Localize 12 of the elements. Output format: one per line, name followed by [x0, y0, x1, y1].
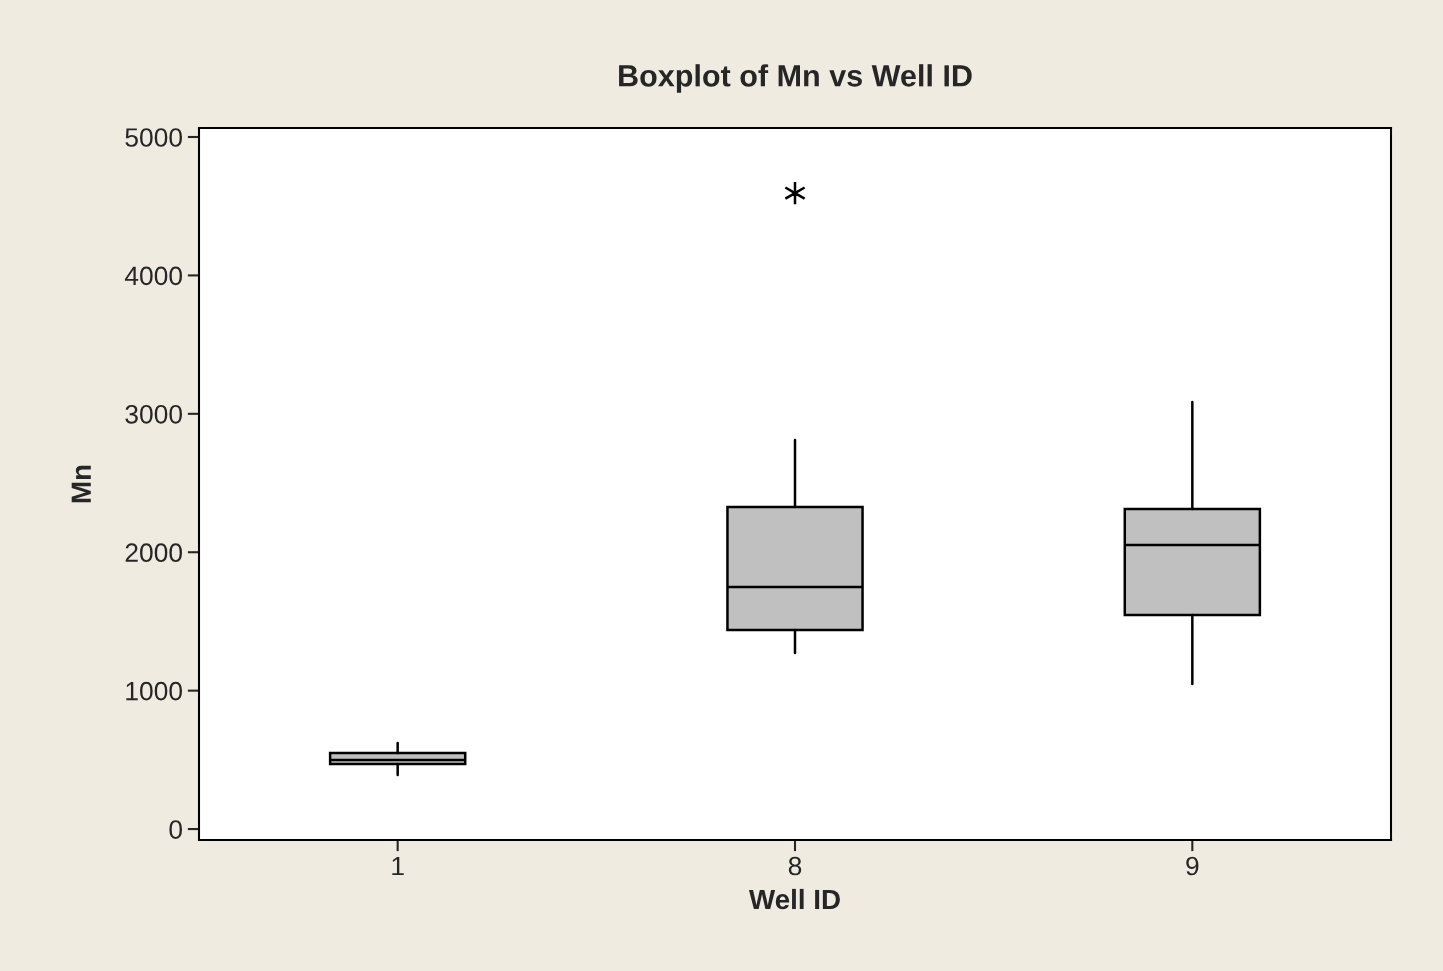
y-tick-label: 4000 [124, 266, 182, 286]
y-axis-title: Mn [71, 465, 91, 503]
x-tick-label: 8 [788, 856, 802, 876]
y-tick-label: 1000 [126, 681, 182, 701]
y-tick-label: 3000 [125, 404, 182, 424]
x-axis-title: Well ID [748, 888, 840, 910]
x-tick-label: 1 [392, 856, 404, 876]
x-tick-label: 9 [1186, 856, 1199, 876]
y-tick-label: 5000 [125, 128, 182, 147]
chart-title: Boxplot of Mn vs Well ID [619, 64, 972, 93]
y-tick-label: 2000 [125, 543, 182, 563]
y-tick-label: 0 [169, 820, 182, 839]
